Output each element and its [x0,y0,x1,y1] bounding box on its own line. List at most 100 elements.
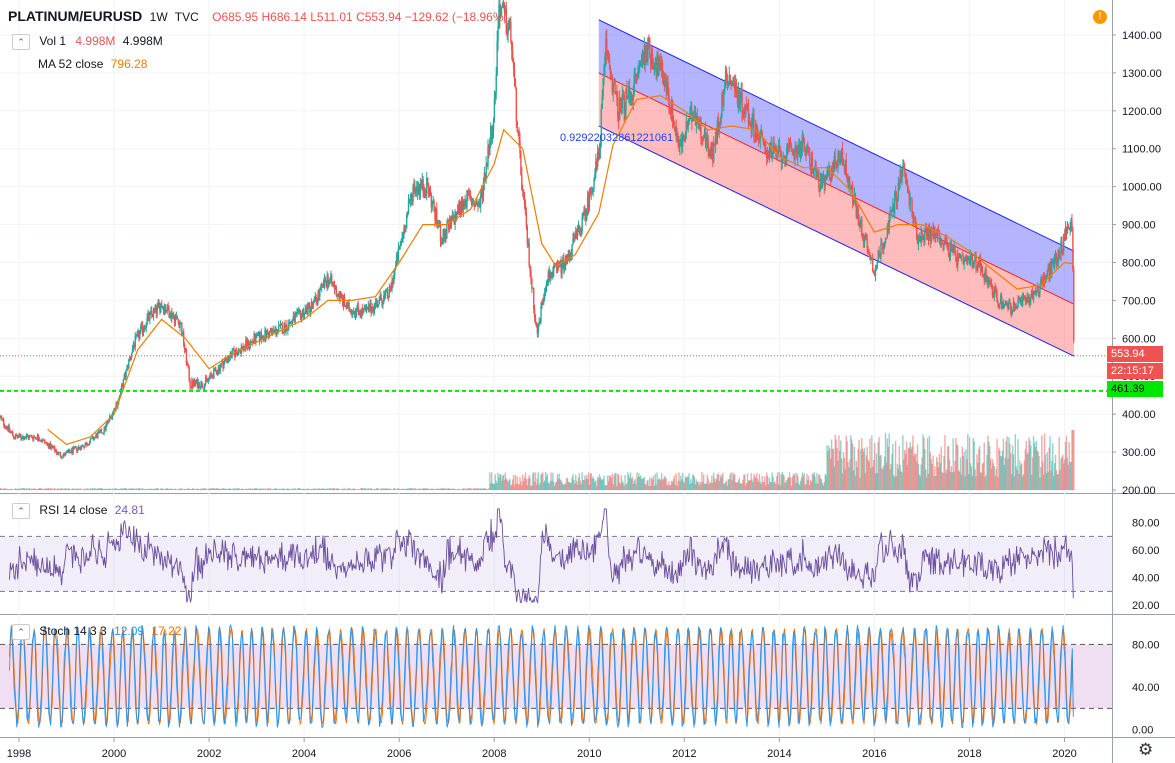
candle-body [617,116,620,121]
candle-body [586,209,588,220]
volume-bar [447,489,449,490]
volume-bar [405,489,408,490]
candle-body [123,374,125,380]
low-value: L511.01 [310,10,353,24]
candle-body [642,55,645,64]
volume-bar [1033,442,1036,490]
volume-bar [650,477,653,490]
volume-bar [526,485,529,490]
volume-bar [602,479,604,490]
collapse-icon[interactable]: ⌃ [12,503,30,519]
volume-bar [680,475,682,490]
volume-bar [726,485,729,490]
volume-bar [458,489,461,490]
candle-body [786,147,788,162]
candle-body [1069,227,1071,230]
volume-bar [248,489,251,490]
volume-bar [748,480,751,490]
candle-body [296,312,298,315]
volume-name[interactable]: Vol 1 [39,34,67,49]
volume-bar [968,437,971,490]
candle-body [768,150,771,159]
candle-body [915,226,918,239]
interval-label[interactable]: 1W [149,10,168,24]
volume-bar [586,478,589,490]
volume-bar [66,488,69,490]
volume-bar [872,466,874,490]
volume-bar [206,489,209,490]
candle-body [134,336,136,348]
candle-body [915,218,917,227]
candle-body [989,278,991,283]
candle-body [137,331,139,335]
candle-body [664,79,666,87]
candle-body [592,188,594,192]
candle-body [682,134,685,138]
volume-bar [1013,476,1016,490]
volume-bar [775,484,777,490]
volume-bar [76,488,79,490]
candle-body [891,209,893,212]
gear-icon[interactable]: ⚙ [1138,740,1154,759]
volume-bar [1028,437,1030,490]
volume-bar [831,449,834,490]
candle-body [553,264,555,272]
candle-body [49,443,51,449]
candle-body [578,226,581,230]
candle-body [852,201,855,203]
volume-bar [462,488,465,490]
volume-bar [1005,441,1007,490]
candle-body [1022,295,1025,297]
volume-bar [846,441,848,490]
price-candles [0,0,1075,460]
volume-bar [118,488,120,490]
candle-body [328,279,330,284]
volume-bar [1029,440,1031,490]
candle-body [169,317,171,319]
candle-body [267,333,270,338]
volume-bar [771,472,773,490]
volume-bar [919,476,921,490]
rsi-name[interactable]: RSI 14 close [39,503,108,518]
volume-bar [1019,460,1021,490]
volume-bar [745,485,747,490]
candle-body [640,62,643,65]
volume-bar [439,488,442,490]
candle-body [13,437,16,439]
volume-bar [804,484,806,490]
volume-bar [914,453,916,490]
volume-bar [303,489,306,490]
candle-body [380,294,382,301]
volume-bar [367,488,369,490]
candle-body [882,243,884,251]
volume-bar [575,474,577,490]
candle-body [41,440,43,442]
volume-bar [900,471,902,490]
candle-body [929,228,932,242]
candle-body [1033,291,1036,294]
candle-body [1068,227,1070,230]
symbol-name[interactable]: PLATINUM/EURUSD [8,8,143,24]
collapse-icon[interactable]: ⌃ [12,34,30,50]
candle-body [264,330,266,340]
candle-body [830,168,833,181]
candle-body [531,278,533,289]
volume-bar [617,473,619,490]
volume-bar [314,488,316,490]
stoch-name[interactable]: Stoch 14 3 3 [39,624,107,639]
candle-body [130,353,133,358]
volume-bar [425,488,427,490]
volume-bar [989,445,991,490]
volume-bar [141,488,144,490]
y-tick-label: 1300.00 [1122,68,1162,80]
candle-body [858,219,860,223]
volume-bar [1071,430,1073,490]
exclamation-icon[interactable]: ! [1093,10,1107,24]
ma-name[interactable]: MA 52 close [38,57,104,71]
candle-body [39,440,41,442]
collapse-icon[interactable]: ⌃ [12,624,30,640]
volume-bar [697,481,699,490]
volume-bar [615,473,617,490]
candle-body [681,134,684,147]
